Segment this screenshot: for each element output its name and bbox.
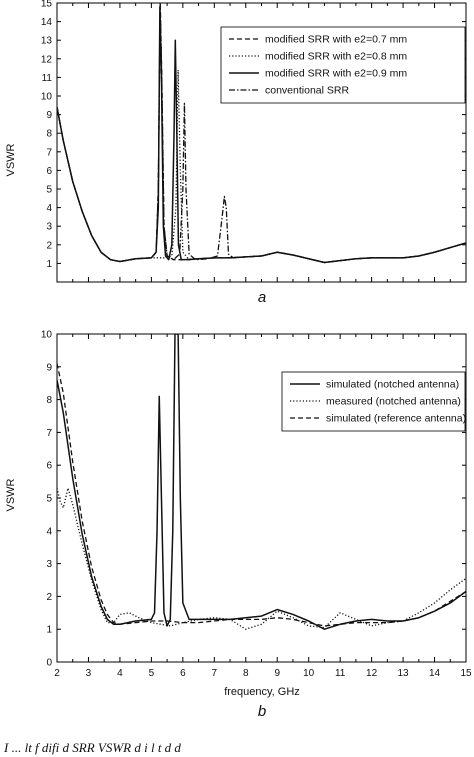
- y-tick-label: 5: [46, 494, 52, 505]
- legend-entry: modified SRR with e2=0.9 mm: [265, 68, 407, 80]
- legend-entry: conventional SRR: [265, 85, 349, 97]
- y-tick-label: 15: [41, 0, 53, 10]
- x-tick-label: 14: [429, 668, 441, 679]
- y-tick-label: 1: [46, 259, 52, 270]
- y-tick-label: 13: [41, 36, 53, 47]
- legend-entry: measured (notched antenna): [326, 396, 461, 408]
- legend-entry: modified SRR with e2=0.8 mm: [265, 51, 407, 63]
- panel-label: b: [258, 703, 266, 720]
- y-tick-label: 6: [46, 166, 52, 177]
- y-tick-label: 2: [46, 592, 52, 603]
- x-tick-label: 9: [274, 668, 280, 679]
- y-tick-label: 0: [46, 658, 52, 669]
- series-line: [57, 363, 466, 627]
- x-tick-label: 8: [243, 668, 249, 679]
- y-tick-label: 1: [46, 625, 52, 636]
- x-tick-label: 6: [180, 668, 186, 679]
- y-tick-label: 9: [46, 362, 52, 373]
- y-tick-label: 4: [46, 526, 52, 537]
- y-tick-label: 14: [41, 17, 53, 28]
- y-tick-label: 3: [46, 222, 52, 233]
- legend-box: [220, 26, 466, 104]
- x-tick-label: 15: [460, 668, 472, 679]
- x-tick-label: 11: [335, 668, 346, 679]
- legend-entry: simulated (notched antenna): [326, 379, 459, 391]
- y-tick-label: 3: [46, 559, 52, 570]
- y-tick-label: 8: [46, 395, 52, 406]
- legend-entry: modified SRR with e2=0.7 mm: [265, 34, 407, 46]
- y-tick-label: 6: [46, 461, 52, 472]
- series-line: [57, 334, 466, 630]
- x-tick-label: 7: [212, 668, 218, 679]
- panel-label: a: [258, 289, 266, 306]
- y-tick-label: 2: [46, 240, 52, 251]
- caption-fragment: I ... lt f difi d SRR VSWR d i l t d d: [3, 740, 181, 755]
- x-tick-label: 10: [303, 668, 315, 679]
- y-tick-label: 5: [46, 185, 52, 196]
- y-tick-label: 12: [41, 54, 53, 65]
- series-line: [57, 487, 466, 630]
- x-tick-label: 5: [149, 668, 155, 679]
- x-tick-label: 12: [366, 668, 378, 679]
- x-tick-label: 4: [117, 668, 123, 679]
- legend-entry: simulated (reference antenna): [326, 413, 466, 425]
- y-tick-label: 10: [41, 92, 53, 103]
- y-tick-label: 9: [46, 110, 52, 121]
- y-axis-label: VSWR: [5, 478, 17, 511]
- y-tick-label: 8: [46, 129, 52, 140]
- y-tick-label: 11: [42, 73, 53, 84]
- y-tick-label: 4: [46, 203, 52, 214]
- y-axis-label: VSWR: [5, 143, 17, 176]
- y-tick-label: 10: [41, 330, 53, 341]
- x-tick-label: 13: [398, 668, 410, 679]
- y-tick-label: 7: [46, 428, 52, 439]
- x-tick-label: 2: [54, 668, 60, 679]
- x-tick-label: 3: [86, 668, 92, 679]
- y-tick-label: 7: [46, 147, 52, 158]
- x-axis-label: frequency, GHz: [224, 686, 300, 698]
